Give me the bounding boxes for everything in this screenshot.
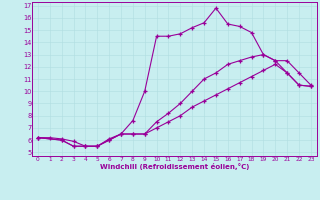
X-axis label: Windchill (Refroidissement éolien,°C): Windchill (Refroidissement éolien,°C)	[100, 163, 249, 170]
